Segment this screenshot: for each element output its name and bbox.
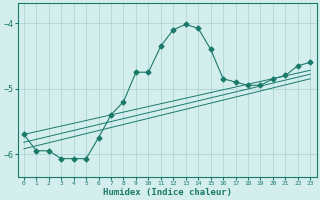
- X-axis label: Humidex (Indice chaleur): Humidex (Indice chaleur): [103, 188, 232, 197]
